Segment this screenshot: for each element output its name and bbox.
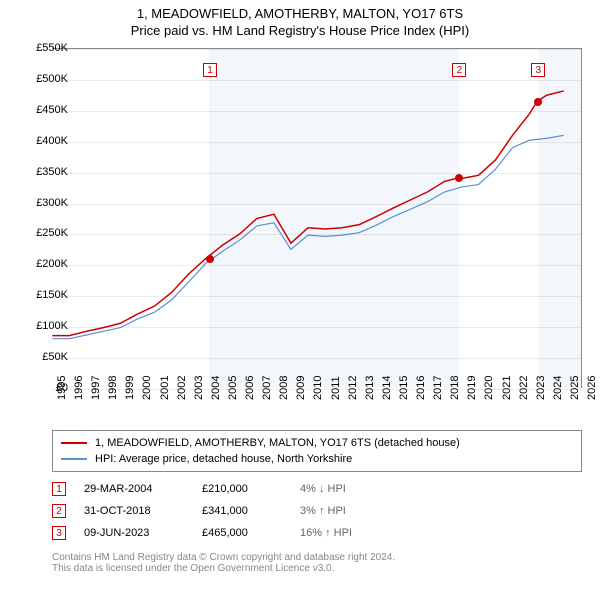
y-tick-label: £200K (20, 258, 68, 270)
sale-number: 2 (52, 504, 66, 518)
x-tick-label: 2001 (159, 376, 171, 400)
plot-area: 1 2 3 (52, 48, 582, 388)
gridline (52, 234, 581, 235)
y-tick-label: £350K (20, 166, 68, 178)
sale-diff: 3% ↑ HPI (300, 505, 400, 517)
x-tick-label: 2016 (415, 376, 427, 400)
sale-diff: 16% ↑ HPI (300, 527, 400, 539)
sales-row: 2 31-OCT-2018 £341,000 3% ↑ HPI (52, 500, 582, 522)
x-tick-label: 2005 (227, 376, 239, 400)
gridline (52, 204, 581, 205)
legend-item: HPI: Average price, detached house, Nort… (61, 451, 573, 467)
chart-title: 1, MEADOWFIELD, AMOTHERBY, MALTON, YO17 … (0, 6, 600, 21)
x-tick-label: 2020 (483, 376, 495, 400)
x-tick-label: 2011 (330, 376, 342, 400)
x-tick-label: 2008 (278, 376, 290, 400)
x-tick-label: 2026 (586, 376, 598, 400)
sale-marker (455, 174, 463, 182)
x-tick-label: 2021 (501, 376, 513, 400)
legend-label: HPI: Average price, detached house, Nort… (95, 453, 352, 465)
sale-marker (534, 98, 542, 106)
x-tick-label: 2025 (569, 376, 581, 400)
x-tick-label: 2009 (295, 376, 307, 400)
y-tick-label: £450K (20, 104, 68, 116)
x-tick-label: 2024 (552, 376, 564, 400)
gridline (52, 80, 581, 81)
sales-row: 3 09-JUN-2023 £465,000 16% ↑ HPI (52, 522, 582, 544)
gridline (52, 173, 581, 174)
x-tick-label: 2019 (466, 376, 478, 400)
chart-container: 1, MEADOWFIELD, AMOTHERBY, MALTON, YO17 … (0, 0, 600, 590)
sale-diff: 4% ↓ HPI (300, 483, 400, 495)
sale-marker-label: 2 (452, 63, 466, 77)
sale-number: 1 (52, 482, 66, 496)
sale-marker-label: 1 (203, 63, 217, 77)
x-tick-label: 2013 (364, 376, 376, 400)
gridline (52, 142, 581, 143)
x-tick-label: 2018 (449, 376, 461, 400)
x-tick-label: 2022 (518, 376, 530, 400)
gridline (52, 358, 581, 359)
x-tick-label: 1996 (73, 376, 85, 400)
series-line (52, 91, 563, 336)
gridline (52, 265, 581, 266)
x-tick-label: 1997 (90, 376, 102, 400)
sale-date: 29-MAR-2004 (84, 483, 184, 495)
gridline (52, 49, 581, 50)
x-tick-label: 2003 (193, 376, 205, 400)
legend-swatch (61, 458, 87, 460)
x-tick-label: 1998 (107, 376, 119, 400)
y-tick-label: £500K (20, 73, 68, 85)
x-tick-label: 1999 (124, 376, 136, 400)
legend: 1, MEADOWFIELD, AMOTHERBY, MALTON, YO17 … (52, 430, 582, 472)
x-tick-label: 2000 (141, 376, 153, 400)
y-tick-label: £400K (20, 135, 68, 147)
sale-price: £210,000 (202, 483, 282, 495)
legend-label: 1, MEADOWFIELD, AMOTHERBY, MALTON, YO17 … (95, 437, 460, 449)
gridline (52, 327, 581, 328)
x-tick-label: 2010 (312, 376, 324, 400)
y-tick-label: £150K (20, 289, 68, 301)
legend-item: 1, MEADOWFIELD, AMOTHERBY, MALTON, YO17 … (61, 435, 573, 451)
sale-marker (206, 255, 214, 263)
series-line (52, 135, 563, 338)
chart-subtitle: Price paid vs. HM Land Registry's House … (0, 23, 600, 38)
footer-line-1: Contains HM Land Registry data © Crown c… (52, 552, 582, 563)
y-tick-label: £250K (20, 227, 68, 239)
sale-date: 31-OCT-2018 (84, 505, 184, 517)
x-tick-label: 1995 (56, 376, 68, 400)
y-tick-label: £300K (20, 197, 68, 209)
x-tick-label: 2012 (347, 376, 359, 400)
x-tick-label: 2002 (176, 376, 188, 400)
sales-row: 1 29-MAR-2004 £210,000 4% ↓ HPI (52, 478, 582, 500)
x-tick-label: 2006 (244, 376, 256, 400)
x-tick-label: 2007 (261, 376, 273, 400)
footer: Contains HM Land Registry data © Crown c… (52, 552, 582, 574)
x-tick-label: 2023 (535, 376, 547, 400)
x-tick-label: 2004 (210, 376, 222, 400)
y-tick-label: £100K (20, 320, 68, 332)
sale-marker-label: 3 (531, 63, 545, 77)
sale-price: £341,000 (202, 505, 282, 517)
sale-price: £465,000 (202, 527, 282, 539)
gridline (52, 296, 581, 297)
legend-swatch (61, 442, 87, 444)
sale-date: 09-JUN-2023 (84, 527, 184, 539)
chart-svg (52, 49, 581, 388)
x-tick-label: 2015 (398, 376, 410, 400)
y-tick-label: £550K (20, 42, 68, 54)
gridline (52, 111, 581, 112)
x-tick-label: 2014 (381, 376, 393, 400)
sales-table: 1 29-MAR-2004 £210,000 4% ↓ HPI 2 31-OCT-2018… (52, 478, 582, 544)
y-tick-label: £50K (20, 351, 68, 363)
footer-line-2: This data is licensed under the Open Gov… (52, 563, 582, 574)
sale-number: 3 (52, 526, 66, 540)
x-tick-label: 2017 (432, 376, 444, 400)
